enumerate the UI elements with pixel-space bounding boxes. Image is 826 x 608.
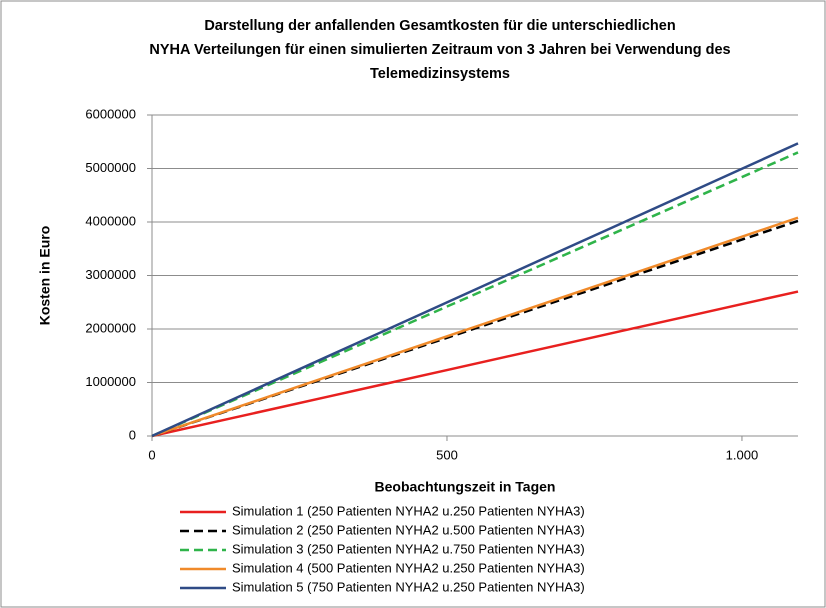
y-tick-label: 1000000 [85, 374, 136, 389]
y-tick-label: 2000000 [85, 320, 136, 335]
y-tick-label: 5000000 [85, 160, 136, 175]
legend-label: Simulation 1 (250 Patienten NYHA2 u.250 … [232, 503, 585, 518]
series-line [151, 151, 799, 438]
x-axis-label: Beobachtungszeit in Tagen [375, 479, 556, 495]
legend-label: Simulation 3 (250 Patienten NYHA2 u.750 … [232, 541, 585, 556]
legend-label: Simulation 4 (500 Patienten NYHA2 u.250 … [232, 560, 585, 575]
chart-title: Telemedizinsystems [370, 66, 510, 82]
chart-title: NYHA Verteilungen für einen simulierten … [149, 42, 730, 58]
x-tick-label: 1.000 [726, 447, 759, 462]
y-axis-label: Kosten in Euro [37, 226, 53, 326]
chart-title: Darstellung der anfallenden Gesamtkosten… [204, 18, 675, 34]
y-tick-label: 4000000 [85, 213, 136, 228]
x-tick-label: 500 [436, 447, 458, 462]
series-line [151, 290, 799, 438]
series-line [151, 142, 799, 438]
legend-label: Simulation 2 (250 Patienten NYHA2 u.500 … [232, 522, 585, 537]
legend-label: Simulation 5 (750 Patienten NYHA2 u.250 … [232, 579, 585, 594]
y-tick-label: 0 [129, 427, 136, 442]
series-line [151, 216, 799, 438]
y-tick-label: 3000000 [85, 267, 136, 282]
y-tick-label: 6000000 [85, 106, 136, 121]
x-tick-label: 0 [148, 447, 155, 462]
